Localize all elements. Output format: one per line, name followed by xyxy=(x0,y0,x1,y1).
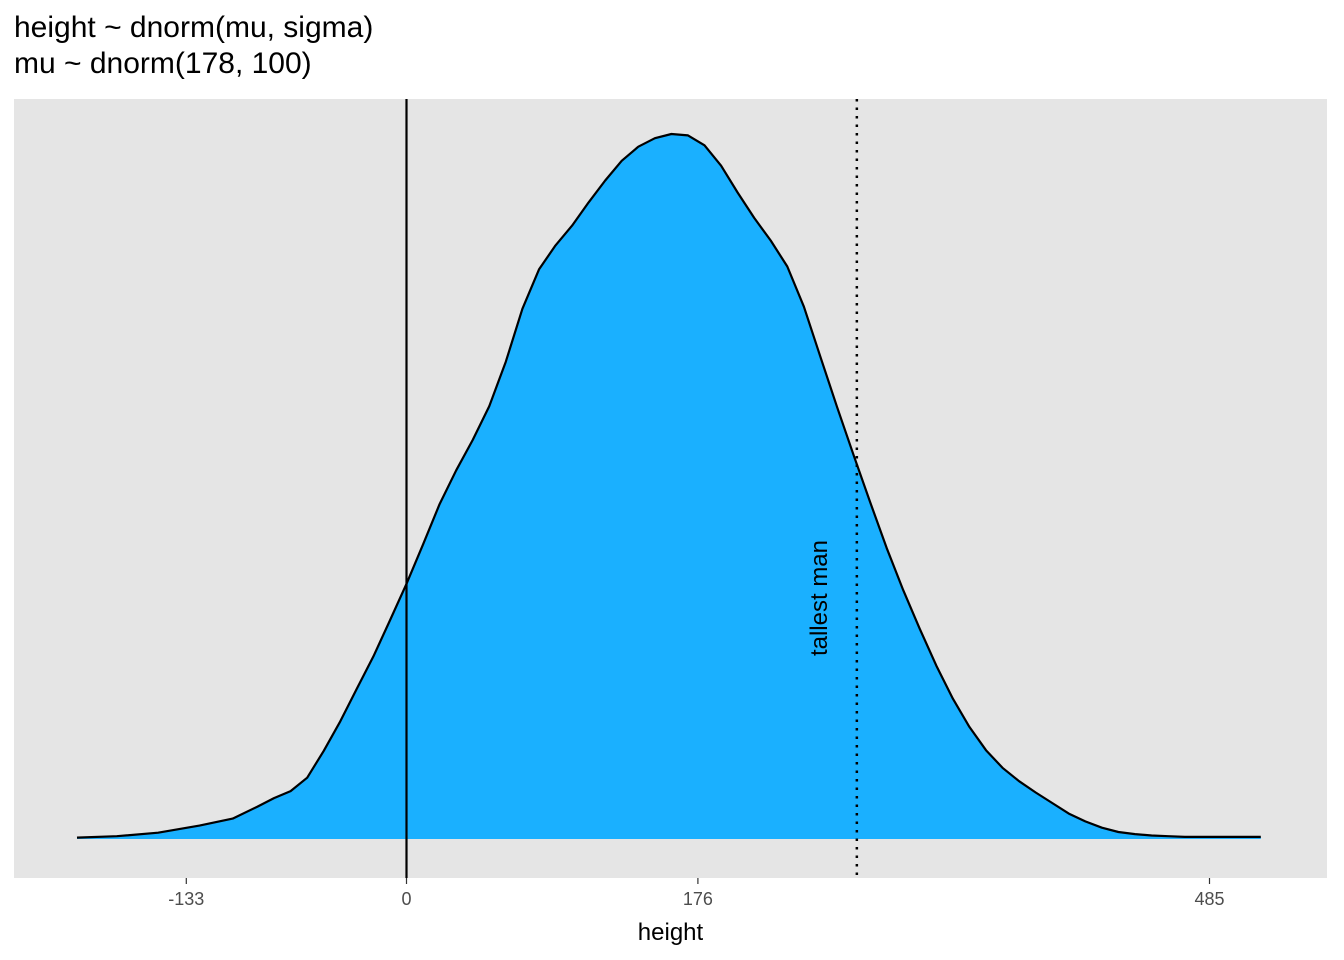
tallest-man-label: tallest man xyxy=(806,540,833,656)
x-tick-label: 176 xyxy=(683,889,713,909)
density-line xyxy=(76,132,1261,839)
x-axis: -133 0 176 485 xyxy=(168,878,1225,909)
x-tick-label: -133 xyxy=(168,889,204,909)
x-tick-label: 485 xyxy=(1194,889,1224,909)
chart-subtitle: mu ~ dnorm(178, 100) xyxy=(14,47,312,80)
title-block: height ~ dnorm(mu, sigma) mu ~ dnorm(178… xyxy=(14,10,373,82)
x-axis-title: height xyxy=(638,919,704,946)
density-area xyxy=(77,134,1261,839)
chart-title: height ~ dnorm(mu, sigma) xyxy=(14,11,374,44)
chart-marks: tallest man xyxy=(76,99,1261,878)
x-tick-label: 0 xyxy=(401,889,411,909)
